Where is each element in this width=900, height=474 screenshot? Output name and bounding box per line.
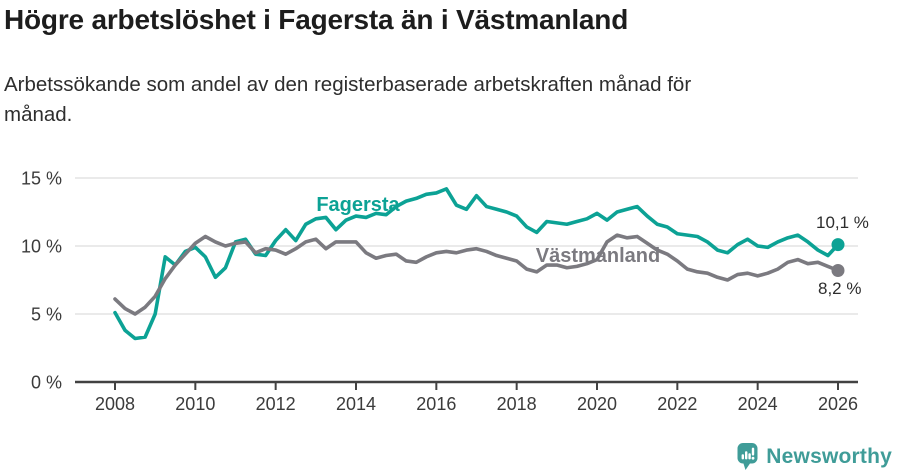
chart-subtitle: Arbetssökande som andel av den registerb… (4, 70, 844, 130)
series-line-västmanland (113, 233, 840, 316)
series-label-fagersta: Fagersta (316, 194, 400, 216)
x-tick-label: 2024 (738, 394, 778, 414)
chart-axes-and-series: 0 % 5 % 10 % 15 % 2008 2010 2012 2014 2016 2018 20… (21, 169, 858, 415)
x-tick-label: 2016 (416, 394, 456, 414)
x-tick-label: 2012 (256, 394, 296, 414)
x-tick-label: 2018 (497, 394, 537, 414)
subtitle-line-1: Arbetssökande som andel av den registerb… (4, 73, 692, 96)
newsworthy-chart-bubble-icon (737, 443, 758, 470)
series-label-vastmanland: Västmanland (536, 245, 660, 267)
series-end-dot-fagersta (831, 238, 845, 252)
newsworthy-brand-name: Newsworthy (766, 444, 892, 468)
y-tick-label: 0 % (31, 373, 62, 393)
newsworthy-attribution: Newsworthy (736, 442, 892, 471)
series-end-dot-västmanland (831, 263, 845, 277)
end-value-label-fagersta: 10,1 % (816, 213, 869, 232)
y-tick-label: 15 % (21, 169, 62, 189)
x-tick-label: 2008 (95, 394, 135, 414)
end-value-label-vastmanland: 8,2 % (818, 279, 861, 298)
page-title: Högre arbetslöshet i Fagersta än i Västm… (4, 4, 629, 35)
x-tick-label: 2026 (818, 394, 858, 414)
x-tick-label: 2022 (657, 394, 697, 414)
unemployment-line-chart: 0 % 5 % 10 % 15 % 2008 2010 2012 2014 2016 2018 20… (21, 169, 869, 415)
y-tick-label: 5 % (31, 305, 62, 325)
x-tick-label: 2014 (336, 394, 376, 414)
x-tick-label: 2020 (577, 394, 617, 414)
y-tick-label: 10 % (21, 237, 62, 257)
x-tick-label: 2010 (175, 394, 215, 414)
subtitle-line-2: månad. (4, 103, 73, 126)
series-line-fagersta (113, 187, 840, 341)
